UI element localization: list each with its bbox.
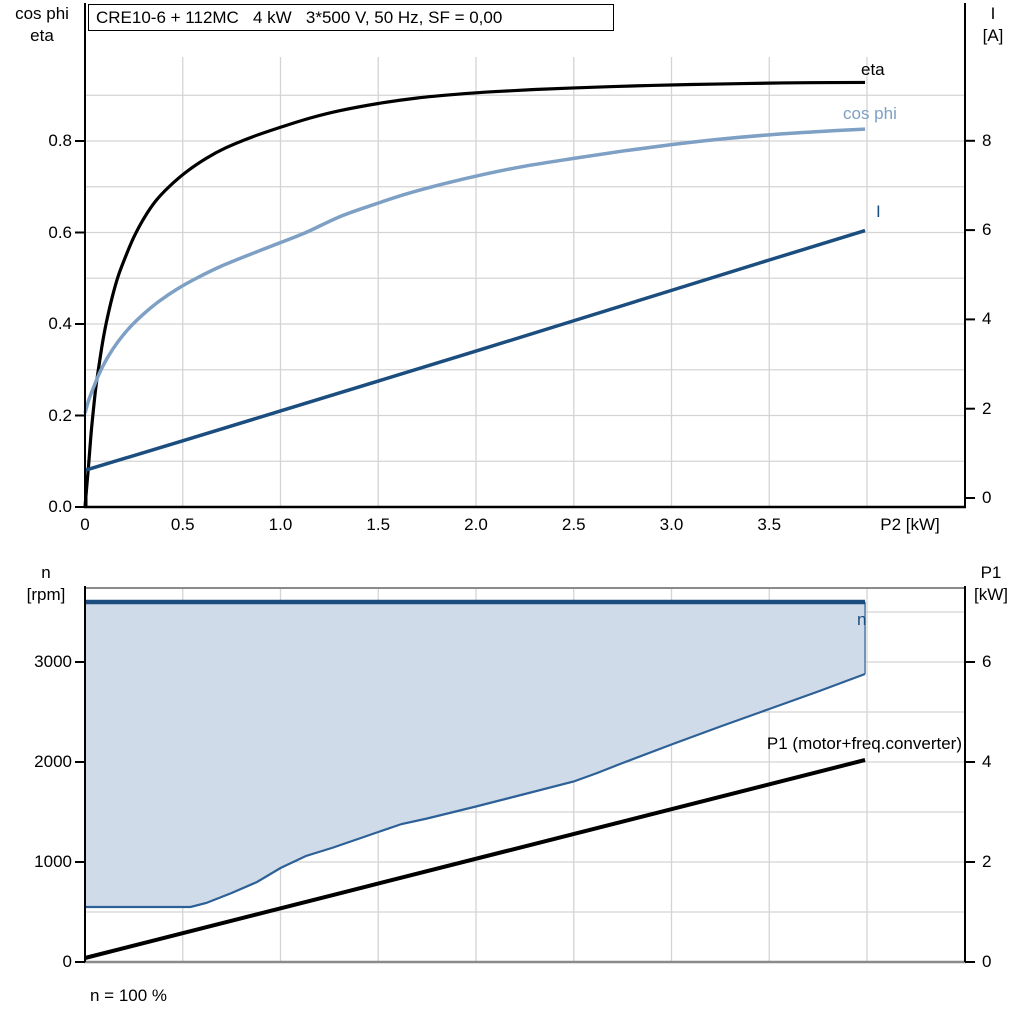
curve-I <box>84 228 866 472</box>
curve-cos-phi <box>83 127 866 414</box>
top-chart-axes <box>75 3 975 509</box>
curve-eta <box>83 80 866 508</box>
curve-n-range-lower <box>85 672 866 909</box>
top-chart-grid <box>85 57 965 507</box>
curve-p1 <box>84 758 866 960</box>
bottom-chart-curves <box>84 599 866 960</box>
top-chart-curves <box>83 80 866 508</box>
duty-range-region <box>85 602 866 909</box>
duty-range-fill <box>85 602 866 907</box>
bottom-chart-axes <box>75 586 975 964</box>
